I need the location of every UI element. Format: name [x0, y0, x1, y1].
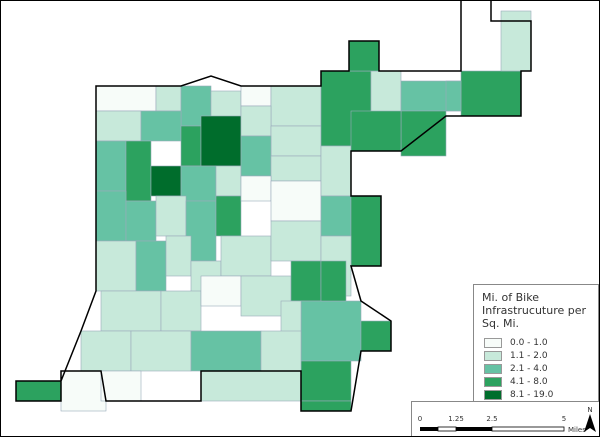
neighborhood — [350, 195, 382, 267]
neighborhood — [220, 235, 272, 277]
neighborhood — [300, 360, 352, 402]
legend-entry: 0.0 - 1.0 — [484, 336, 592, 349]
scale-label: 1.25 — [448, 415, 464, 423]
neighborhood — [270, 85, 322, 127]
scale-segment — [491, 426, 565, 432]
legend-title: Mi. of Bike Infrastrucuture per Sq. Mi. — [482, 291, 587, 330]
legend-label: 4.1 - 8.0 — [510, 376, 548, 387]
neighborhood — [155, 85, 182, 112]
legend-entry: 1.1 - 2.0 — [484, 349, 592, 362]
neighborhood — [270, 155, 322, 182]
legend-label: 0.0 - 1.0 — [510, 337, 548, 348]
neighborhood — [300, 300, 362, 362]
neighborhood — [290, 260, 322, 302]
scale-segment — [420, 427, 438, 431]
neighborhood — [100, 370, 142, 402]
legend-swatch — [484, 363, 502, 374]
scale-label: 0 — [418, 415, 422, 423]
scale-segment — [456, 427, 492, 431]
neighborhood — [240, 85, 272, 107]
city-boundary — [15, 1, 532, 412]
neighborhood — [270, 125, 322, 157]
scale-unit: Miles — [568, 426, 586, 434]
neighborhood — [60, 370, 107, 412]
neighborhood — [200, 370, 302, 402]
legend-entry: 8.1 - 19.0 — [484, 388, 592, 401]
north-arrow — [584, 414, 596, 432]
legend-label: 8.1 - 19.0 — [510, 389, 554, 400]
neighborhood — [215, 165, 242, 197]
neighborhood — [240, 175, 272, 202]
legend-rows: 0.0 - 1.0 1.1 - 2.0 2.1 - 4.0 4.1 - 8.0 8.1 … — [482, 336, 592, 401]
legend-label: 1.1 - 2.0 — [510, 350, 548, 361]
legend-swatch — [484, 350, 502, 361]
neighborhood — [95, 85, 157, 112]
neighborhood — [95, 240, 137, 292]
neighborhood — [260, 330, 302, 372]
neighborhood — [240, 135, 272, 177]
neighborhood — [300, 400, 352, 412]
neighborhood — [140, 110, 182, 142]
neighborhood — [200, 115, 242, 167]
neighborhood — [165, 235, 192, 277]
neighborhood — [270, 180, 322, 222]
neighborhood — [160, 290, 202, 332]
legend-label: 2.1 - 4.0 — [510, 363, 548, 374]
neighborhood — [80, 330, 132, 372]
neighborhood — [460, 70, 522, 117]
legend-swatch — [484, 337, 502, 348]
neighborhood — [155, 195, 187, 237]
neighborhood — [445, 80, 462, 112]
legend-entry: 4.1 - 8.0 — [484, 375, 592, 388]
neighborhood — [320, 145, 352, 197]
scale-segment — [437, 426, 457, 432]
neighborhood — [200, 275, 242, 307]
neighborhood — [270, 220, 322, 262]
neighborhood — [135, 240, 167, 292]
neighborhood — [348, 40, 380, 72]
scale-bar: 0 1.25 2.5 5 Miles N — [411, 401, 599, 436]
scale-label: 5 — [562, 415, 566, 423]
neighborhood — [240, 105, 272, 137]
neighborhood — [125, 140, 152, 202]
neighborhood — [125, 200, 157, 242]
neighborhood — [150, 165, 182, 197]
neighborhood — [320, 260, 347, 302]
north-label: N — [587, 406, 592, 414]
neighborhood — [320, 195, 352, 237]
neighborhood — [190, 330, 262, 372]
neighborhood — [180, 125, 202, 167]
neighborhood — [370, 70, 402, 117]
neighborhood — [360, 320, 392, 352]
neighborhood — [100, 290, 162, 332]
legend-swatch — [484, 389, 502, 400]
neighborhood — [180, 165, 217, 202]
neighborhood — [500, 10, 532, 72]
legend: Mi. of Bike Infrastrucuture per Sq. Mi. … — [473, 284, 599, 417]
neighborhood — [95, 190, 127, 242]
neighborhood — [215, 195, 242, 237]
legend-swatch — [484, 376, 502, 387]
neighborhood — [350, 110, 402, 152]
neighborhood — [130, 330, 192, 372]
neighborhood — [15, 380, 62, 402]
neighborhood — [95, 110, 142, 142]
neighborhood — [95, 140, 127, 192]
legend-entry: 2.1 - 4.0 — [484, 362, 592, 375]
scale-label: 2.5 — [486, 415, 497, 423]
